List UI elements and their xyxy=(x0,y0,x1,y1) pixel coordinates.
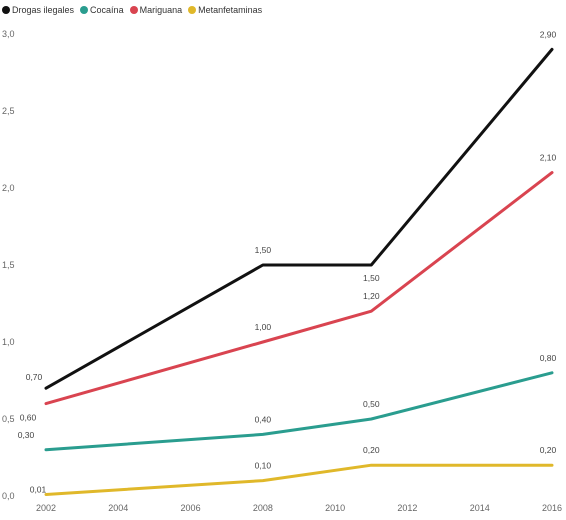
legend-label: Metanfetaminas xyxy=(198,5,263,15)
data-label: 0,20 xyxy=(363,445,380,455)
chart-legend: Drogas ilegales Cocaína Mariguana Metanf… xyxy=(2,1,262,19)
data-label: 2,10 xyxy=(540,153,557,163)
data-label: 0,70 xyxy=(26,372,43,382)
series-line-1 xyxy=(44,371,554,452)
y-tick-label: 2,0 xyxy=(2,183,15,193)
data-label: 1,20 xyxy=(363,291,380,301)
data-label: 1,00 xyxy=(255,322,272,332)
legend-label: Drogas ilegales xyxy=(12,5,75,15)
y-tick-label: 1,0 xyxy=(2,337,15,347)
data-label: 2,90 xyxy=(540,29,557,39)
x-tick-label: 2002 xyxy=(36,503,56,513)
x-tick-label: 2008 xyxy=(253,503,273,513)
data-label: 0,01 xyxy=(30,484,47,494)
y-tick-label: 2,5 xyxy=(2,106,15,116)
data-label: 1,50 xyxy=(363,273,380,283)
series-line-2 xyxy=(44,171,554,406)
data-label: 0,50 xyxy=(363,399,380,409)
y-tick-label: 1,5 xyxy=(2,260,15,270)
data-label: 0,40 xyxy=(255,414,272,424)
x-tick-label: 2016 xyxy=(542,503,562,513)
data-label: 0,60 xyxy=(20,413,37,423)
legend-item-drogas-ilegales[interactable]: Drogas ilegales xyxy=(2,5,74,15)
legend-label: Cocaína xyxy=(90,5,124,15)
legend-swatch xyxy=(129,6,138,14)
legend-item-metanfetaminas[interactable]: Metanfetaminas xyxy=(188,5,262,15)
legend-swatch xyxy=(188,6,197,14)
data-label: 0,20 xyxy=(540,445,557,455)
x-tick-label: 2014 xyxy=(470,503,490,513)
series-line-3 xyxy=(44,463,554,496)
legend-item-cocaina[interactable]: Cocaína xyxy=(80,5,124,15)
y-tick-label: 3,0 xyxy=(2,29,15,39)
x-tick-label: 2006 xyxy=(181,503,201,513)
legend-label: Mariguana xyxy=(139,5,183,15)
y-tick-label: 0,5 xyxy=(2,414,15,424)
data-label: 0,10 xyxy=(255,461,272,471)
x-tick-label: 2010 xyxy=(325,503,345,513)
legend-item-mariguana[interactable]: Mariguana xyxy=(129,5,183,15)
legend-swatch xyxy=(2,6,10,14)
series-line-0 xyxy=(44,47,554,390)
x-tick-label: 2004 xyxy=(108,503,128,513)
x-tick-label: 2012 xyxy=(397,503,417,513)
data-label: 0,30 xyxy=(18,430,35,440)
y-tick-label: 0,0 xyxy=(2,491,15,501)
legend-swatch xyxy=(80,6,89,14)
data-label: 0,80 xyxy=(540,353,557,363)
data-label: 1,50 xyxy=(255,245,272,255)
